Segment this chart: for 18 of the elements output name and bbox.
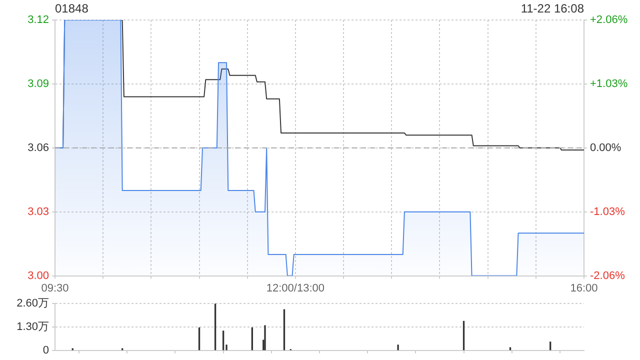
- chart-title: 01848: [55, 1, 89, 16]
- y2-tick-label: -2.06%: [590, 270, 626, 282]
- y-tick-label: 1.30万: [16, 321, 49, 334]
- y2-tick-label: +1.03%: [590, 78, 628, 90]
- x-tick-label: 09:30: [41, 282, 69, 294]
- y-tick-label: 2.60万: [16, 298, 49, 310]
- y-tick-label: 3.09: [28, 78, 49, 90]
- y-tick-label: 3.03: [28, 206, 49, 218]
- y-tick-label: 3.06: [28, 142, 49, 154]
- y-tick-label: 0: [42, 344, 49, 356]
- x-tick-label: 16:00: [570, 282, 598, 294]
- y2-tick-label: 0.00%: [590, 142, 622, 154]
- y2-tick-label: +2.06%: [590, 14, 628, 26]
- text: 11-22 16:08: [520, 1, 584, 16]
- x-tick-label: 12:00/13:00: [266, 282, 325, 294]
- y-tick-label: 3.00: [28, 270, 49, 282]
- y2-tick-label: -1.03%: [590, 206, 626, 218]
- y-tick-label: 3.12: [28, 14, 49, 26]
